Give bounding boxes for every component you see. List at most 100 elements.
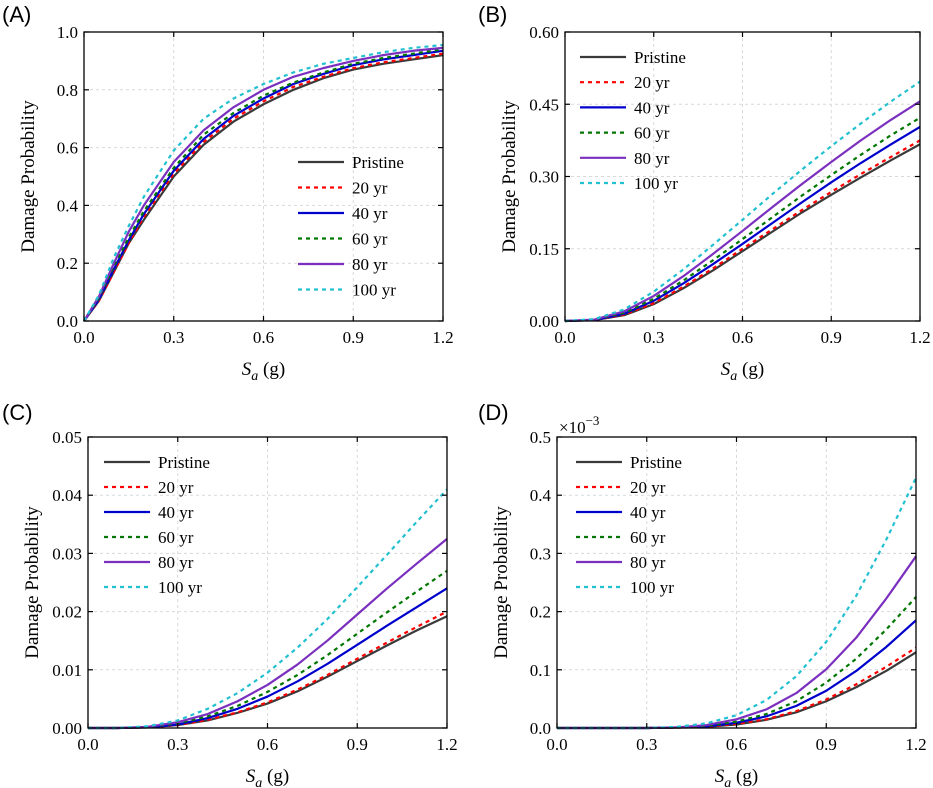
legend: Pristine 20 yr 40 yr 60 yr 80 yr 100 yr [580, 48, 686, 193]
y-tick-label: 0.0 [57, 312, 78, 331]
x-tick-label: 0.6 [732, 328, 753, 347]
x-tick-label: 0.9 [816, 735, 837, 754]
x-tick-label: 0.0 [77, 735, 98, 754]
x-tick-label: 0.3 [636, 735, 657, 754]
legend: Pristine 20 yr 40 yr 60 yr 80 yr 100 yr [104, 453, 210, 597]
legend-label-4: 60 yr [158, 528, 194, 547]
legend-label-3: 40 yr [352, 204, 388, 223]
legend-label-6: 100 yr [158, 578, 202, 597]
legend-label-3: 40 yr [634, 98, 670, 117]
x-tick-label: 1.2 [909, 328, 930, 347]
y-tick-label: 0.05 [52, 428, 82, 447]
legend-label-4: 60 yr [634, 124, 670, 143]
y-tick-label: 0.2 [530, 603, 551, 622]
x-tick-label: 1.2 [432, 328, 453, 347]
y-tick-label: 0.02 [52, 603, 82, 622]
series-line-4 [83, 48, 444, 322]
legend-label-6: 100 yr [352, 281, 396, 300]
x-axis-label: Sa (g) [242, 359, 285, 384]
y-tick-label: 0.45 [529, 95, 559, 114]
legend-label-4: 60 yr [352, 230, 388, 249]
y-tick-label: 0.1 [530, 661, 551, 680]
legend-label-5: 80 yr [158, 553, 194, 572]
legend-label-6: 100 yr [630, 578, 674, 597]
series-line-5 [564, 100, 921, 323]
legend-label-5: 80 yr [634, 149, 670, 168]
x-tick-label: 0.9 [821, 328, 842, 347]
y-axis-multiplier: ×10−3 [559, 413, 599, 437]
series-line-1 [83, 54, 444, 322]
y-tick-label: 0.04 [52, 486, 82, 505]
x-tick-label: 0.0 [554, 328, 575, 347]
series-line-2 [557, 646, 917, 730]
x-tick-label: 0.6 [253, 328, 274, 347]
panel-label: (C) [2, 400, 33, 425]
series-line-5 [83, 46, 444, 322]
legend-label-2: 20 yr [352, 179, 388, 198]
y-tick-label: 0.00 [529, 312, 559, 331]
legend-label-1: Pristine [158, 453, 210, 472]
legend: Pristine 20 yr 40 yr 60 yr 80 yr 100 yr [576, 453, 682, 597]
panel-label: (B) [478, 2, 507, 27]
x-tick-label: 0.3 [167, 735, 188, 754]
x-tick-label: 1.2 [436, 735, 457, 754]
y-tick-label: 0.2 [57, 254, 78, 273]
y-axis-label: Damage Probability [491, 506, 512, 659]
series-line-6 [88, 488, 448, 730]
x-tick-label: 1.2 [905, 735, 926, 754]
legend-label-1: Pristine [352, 153, 404, 172]
series-line-4 [557, 596, 917, 730]
x-tick-label: 0.3 [163, 328, 184, 347]
y-tick-label: 0.4 [57, 196, 79, 215]
legend-label-1: Pristine [634, 48, 686, 67]
series-line-6 [564, 80, 921, 323]
x-axis-label: Sa (g) [721, 359, 764, 384]
y-tick-label: 0.15 [529, 240, 559, 259]
x-tick-label: 0.0 [546, 735, 567, 754]
x-tick-label: 0.0 [73, 328, 94, 347]
chart-panel-3: 0.0 0.3 0.6 0.9 1.2 0.00 0.01 0.02 0.03 0.04 0.05 S… [2, 400, 458, 788]
y-tick-label: 0.3 [530, 544, 551, 563]
legend-label-2: 20 yr [158, 478, 194, 497]
legend-label-5: 80 yr [352, 255, 388, 274]
panel-label: (A) [2, 2, 31, 27]
legend-label-1: Pristine [630, 453, 682, 472]
x-tick-label: 0.3 [643, 328, 664, 347]
y-tick-label: 1.0 [57, 23, 78, 42]
legend-label-3: 40 yr [630, 503, 666, 522]
legend-label-3: 40 yr [158, 503, 194, 522]
y-tick-label: 0.60 [529, 23, 559, 42]
y-axis-label: Damage Probability [18, 100, 39, 253]
y-tick-label: 0.00 [52, 719, 82, 738]
chart-panel-2: 0.0 0.3 0.6 0.9 1.2 0.00 0.15 0.30 0.45 0.60 Sa (g… [478, 2, 931, 384]
x-axis-label: Sa (g) [715, 766, 758, 788]
x-axis-label: Sa (g) [246, 766, 289, 788]
y-tick-label: 0.03 [52, 544, 82, 563]
legend-label-6: 100 yr [634, 174, 678, 193]
panel-label: (D) [478, 400, 509, 425]
x-tick-label: 0.6 [257, 735, 278, 754]
legend: Pristine 20 yr 40 yr 60 yr 80 yr 100 yr [298, 153, 404, 300]
y-tick-label: 0.4 [530, 486, 552, 505]
x-tick-label: 0.9 [343, 328, 364, 347]
legend-label-2: 20 yr [630, 478, 666, 497]
y-axis-label: Damage Probability [22, 506, 43, 659]
y-tick-label: 0.8 [57, 81, 78, 100]
y-axis-label: Damage Probability [499, 100, 520, 253]
chart-panel-4: 0.0 0.3 0.6 0.9 1.2 0.0 0.1 0.2 0.3 0.4 0.5 ×10−3 Sa… [478, 400, 927, 788]
y-tick-label: 0.0 [530, 719, 551, 738]
y-tick-label: 0.30 [529, 168, 559, 187]
x-tick-label: 0.9 [347, 735, 368, 754]
x-tick-label: 0.6 [726, 735, 747, 754]
legend-label-5: 80 yr [630, 553, 666, 572]
legend-label-2: 20 yr [634, 73, 670, 92]
series-line-3 [83, 49, 444, 322]
y-tick-label: 0.01 [52, 661, 82, 680]
y-tick-label: 0.5 [530, 428, 551, 447]
series-line-4 [564, 116, 921, 323]
series-line-6 [83, 43, 444, 322]
y-tick-label: 0.6 [57, 139, 78, 158]
legend-label-4: 60 yr [630, 528, 666, 547]
series-line-5 [88, 537, 448, 730]
